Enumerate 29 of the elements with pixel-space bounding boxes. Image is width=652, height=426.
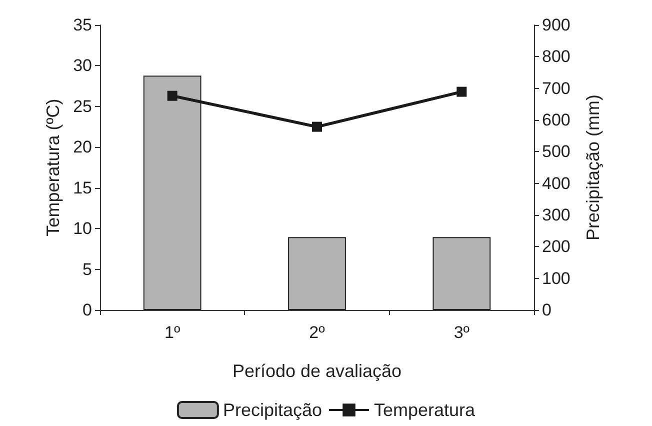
- y2-tick-label: 900: [542, 16, 570, 34]
- y2-tick-label: 100: [542, 268, 570, 288]
- y2-tick-label: 200: [542, 237, 570, 256]
- y-axis-title: Temperatura (ºC): [43, 98, 63, 236]
- y-tick-label: 25: [73, 96, 92, 116]
- x-tick-label: 2º: [309, 323, 325, 342]
- y-tick-label: 35: [73, 16, 92, 34]
- y-tick-label: 15: [73, 178, 92, 198]
- point: [312, 122, 322, 132]
- y2-tick-label: 0: [542, 300, 552, 320]
- y-tick-label: 30: [73, 56, 92, 76]
- y2-tick-label: 800: [542, 47, 570, 66]
- x-axis-title: Período de avaliação: [232, 361, 402, 381]
- y2-tick-label: 700: [542, 78, 570, 98]
- y-tick-label: 20: [73, 138, 92, 157]
- y2-tick-label: 500: [542, 142, 570, 162]
- y2-tick-label: 600: [542, 110, 570, 130]
- y2-tick-label: 400: [542, 174, 570, 193]
- legend-label: Temperatura: [374, 400, 476, 420]
- y-tick-label: 5: [82, 260, 92, 279]
- x-tick-label: 1º: [164, 323, 180, 342]
- y2-tick-label: 300: [542, 206, 570, 224]
- x-tick-label: 3º: [454, 323, 470, 342]
- y-tick-label: 0: [82, 300, 92, 320]
- point: [456, 86, 467, 97]
- legend-label: Precipitação: [222, 400, 322, 420]
- y-tick-label: 10: [73, 219, 92, 238]
- y2-axis-title: Precipitação (mm): [583, 94, 603, 241]
- point: [167, 90, 178, 101]
